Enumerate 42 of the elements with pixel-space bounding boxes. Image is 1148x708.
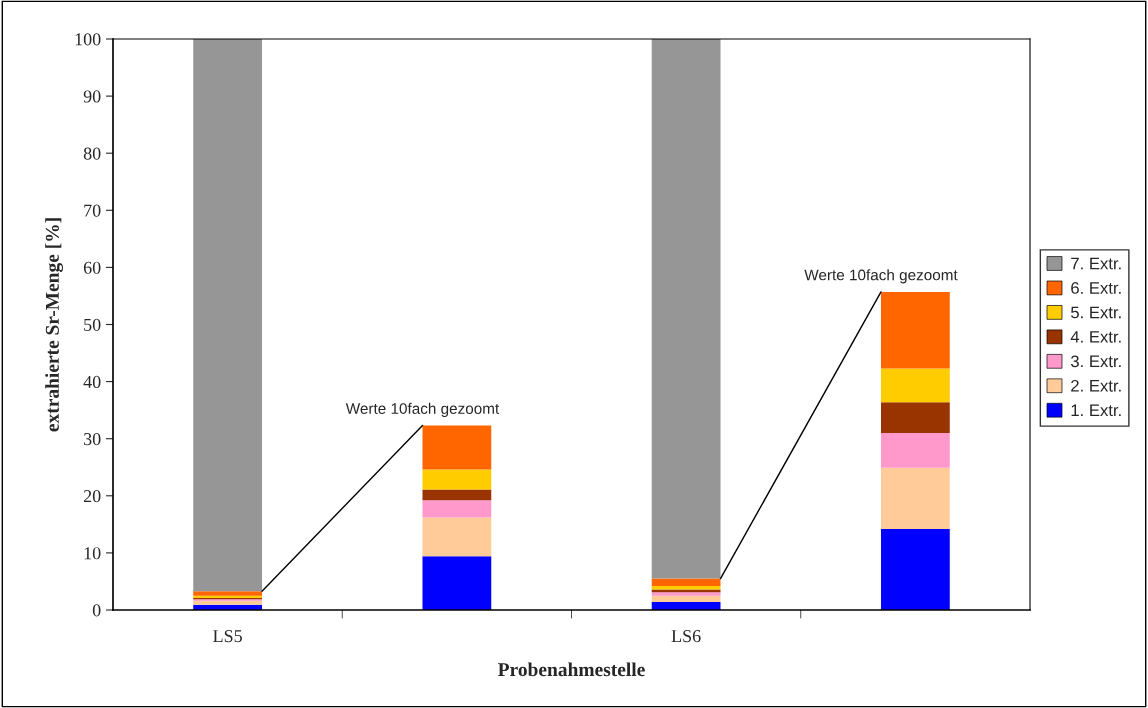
legend-label: 4. Extr. — [1070, 331, 1121, 343]
y-tick-label: 90 — [83, 90, 101, 103]
bar — [880, 291, 950, 369]
bar — [880, 467, 950, 529]
x-tick-label: LS5 — [213, 630, 242, 643]
bar — [422, 425, 492, 470]
bar — [880, 432, 950, 468]
x-axis-title: Probenahmestelle — [498, 662, 645, 677]
legend-label: 1. Extr. — [1071, 404, 1121, 417]
y-tick-label: 20 — [83, 490, 101, 503]
bar — [422, 556, 492, 610]
y-tick-label: 10 — [84, 547, 101, 560]
annotation: Werte 10fach gezoomt — [345, 402, 500, 417]
legend-label: 7. Extr. — [1071, 257, 1121, 270]
y-tick-label: 40 — [83, 375, 101, 389]
y-tick-label: 70 — [84, 204, 101, 217]
bar — [651, 39, 721, 579]
legend-label: 3. Extr. — [1070, 355, 1121, 368]
y-tick-label: 60 — [83, 261, 101, 274]
bar — [422, 517, 492, 557]
bar — [880, 402, 950, 433]
y-tick-label: 30 — [84, 432, 101, 446]
legend-label: 6. Extr. — [1071, 282, 1121, 294]
legend-label: 2. Extr. — [1071, 379, 1121, 392]
bar — [880, 368, 950, 403]
y-tick-label: 50 — [84, 318, 101, 331]
bar — [193, 591, 263, 596]
legend-label: 5. Extr. — [1071, 306, 1121, 319]
bar — [422, 469, 492, 490]
bar — [193, 39, 263, 592]
x-tick-label: LS6 — [671, 630, 701, 643]
bar — [880, 528, 950, 610]
y-tick-label: 0 — [92, 604, 101, 617]
y-axis-title: extrahierte Sr-Menge [%] — [45, 218, 63, 432]
bar — [193, 600, 263, 605]
bar — [651, 578, 721, 587]
y-tick-label: 100 — [75, 33, 101, 46]
annotation: Werte 10fach gezoomt — [804, 269, 958, 284]
bar — [422, 500, 492, 518]
y-tick-label: 80 — [83, 147, 101, 160]
bar — [422, 489, 492, 501]
bar — [651, 595, 721, 603]
